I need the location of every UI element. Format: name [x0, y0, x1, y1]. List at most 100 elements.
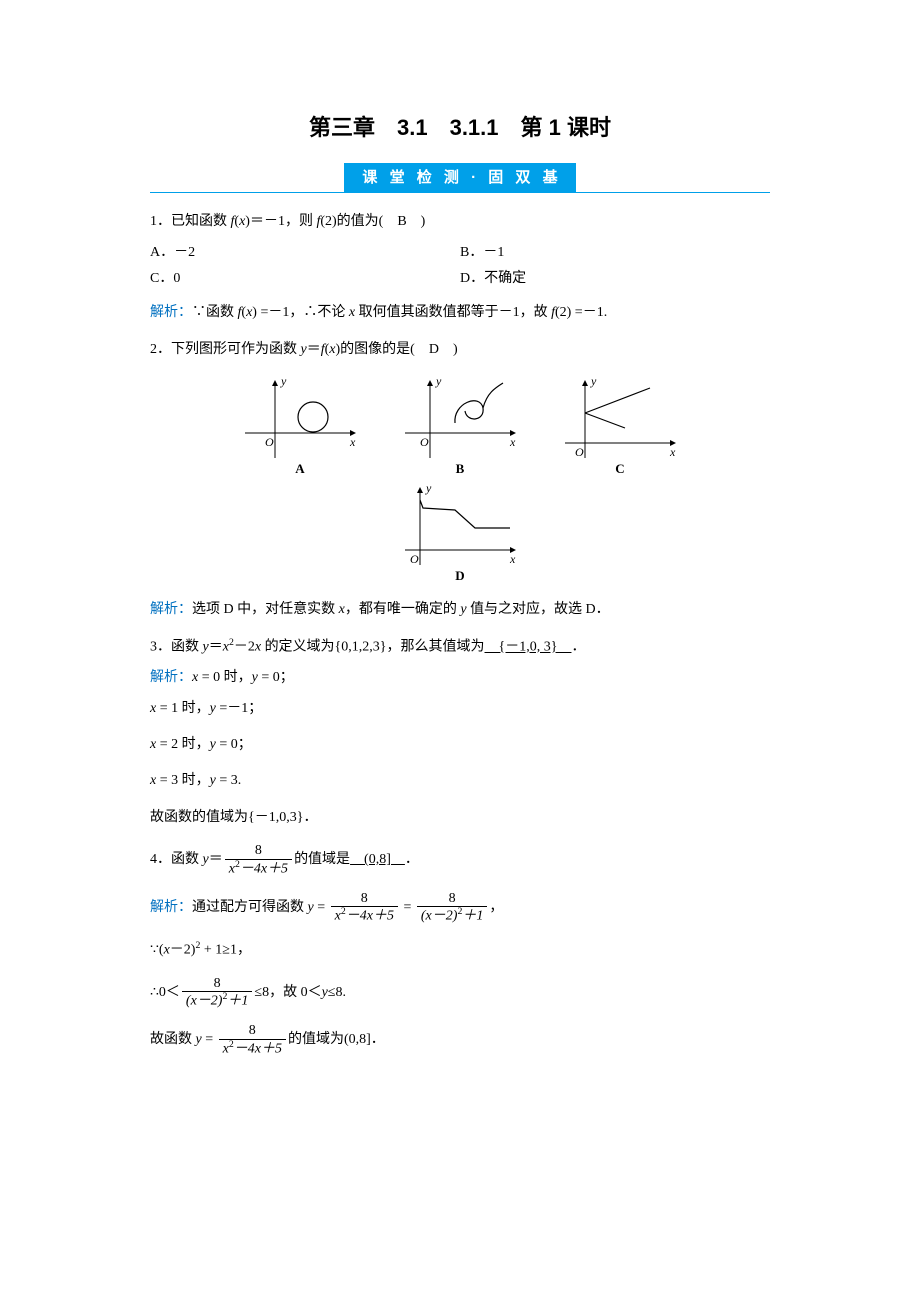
q1-optC: C．0	[150, 268, 460, 290]
var-x: x	[239, 214, 245, 229]
txt: －2)	[170, 943, 196, 958]
var-y: y	[308, 900, 314, 915]
svg-text:O: O	[420, 435, 429, 449]
svg-text:y: y	[425, 481, 432, 495]
var-x: x	[246, 305, 252, 320]
q1-optA: A．－2	[150, 242, 460, 264]
txt: = 1 时，	[156, 701, 209, 716]
txt: = 3 时，	[156, 773, 209, 788]
var-y: y	[203, 852, 209, 867]
svg-text:x: x	[509, 552, 516, 566]
period: ．	[405, 852, 419, 867]
q3-answer: {－1,0, 3}	[485, 640, 572, 655]
q3-jiexi-0: 解析：x = 0 时，y = 0；	[150, 667, 770, 689]
txt: = 0 时，	[198, 670, 251, 685]
jiexi-label: 解析：	[150, 670, 192, 685]
fraction: 8x2－4x＋5	[331, 891, 398, 924]
fraction: 8(x－2)2＋1	[417, 891, 487, 924]
txt: ∵(	[150, 943, 164, 958]
q1-post: (2)的值为(	[320, 214, 397, 229]
q4-answer: (0,8]	[350, 852, 405, 867]
svg-text:O: O	[265, 435, 274, 449]
q1-mid: ＝－1，则	[250, 214, 317, 229]
frac-den: (x－2)2＋1	[417, 907, 487, 924]
frac-num: 8	[182, 976, 252, 992]
var-y: y	[196, 1032, 202, 1047]
period: ．	[571, 640, 585, 655]
section-banner: 课 堂 检 测 · 固 双 基	[150, 163, 770, 193]
txt: = 0；	[216, 737, 252, 752]
fraction: 8(x－2)2＋1	[182, 976, 252, 1009]
jiexi-text: 选项 D 中，对任意实数	[192, 602, 339, 617]
graph-B: O x y B	[380, 373, 540, 480]
banner-label: 课 堂 检 测 · 固 双 基	[344, 163, 575, 193]
graph-B-label: B	[380, 459, 540, 480]
q2-post: 的图像的是(	[340, 342, 429, 357]
svg-text:x: x	[349, 435, 356, 449]
txt: = 3.	[216, 773, 241, 788]
page-title: 第三章 3.1 3.1.1 第 1 课时	[150, 110, 770, 145]
q4-jiexi-1: 解析：通过配方可得函数 y = 8x2－4x＋5 = 8(x－2)2＋1，	[150, 891, 770, 924]
txt: + 1≥1，	[200, 943, 251, 958]
q1-jiexi: 解析：∵函数 f(x) =－1，∴不论 x 取何值其函数值都等于－1，故 f(2…	[150, 302, 770, 324]
fraction: 8x2－4x＋5	[225, 843, 292, 876]
txt: =－1；	[216, 701, 262, 716]
q1-answer: B	[397, 214, 406, 229]
frac-num: 8	[417, 891, 487, 907]
q3-jiexi-1: x = 1 时，y =－1；	[150, 698, 770, 720]
q1-optD: D．不确定	[460, 268, 770, 290]
graph-C-label: C	[540, 459, 700, 480]
jiexi-text: 取何值其函数值都等于－1，故	[355, 305, 551, 320]
q2-graphs: O x y A O x y B O x y C	[150, 373, 770, 587]
q1-text: 1．已知函数	[150, 214, 231, 229]
svg-text:x: x	[669, 445, 676, 459]
graph-D: O x y D	[380, 480, 540, 587]
q1-optB: B．－1	[460, 242, 770, 264]
q3-conclusion: 故函数的值域为{－1,0,3}．	[150, 807, 770, 829]
q3-stem: 3．函数 y＝x2－2x 的定义域为{0,1,2,3}，那么其值域为 {－1,0…	[150, 635, 770, 659]
eq: ＝	[209, 640, 223, 655]
txt: ∴0＜	[150, 985, 180, 1000]
q4-jiexi-2: ∵(x－2)2 + 1≥1，	[150, 938, 770, 962]
svg-text:y: y	[590, 374, 597, 388]
jiexi-label: 解析：	[150, 305, 192, 320]
jiexi-text: 值与之对应，故选 D．	[467, 602, 610, 617]
fn-f: f	[231, 214, 235, 229]
fn-f: f	[321, 342, 325, 357]
q2-answer: D	[429, 342, 439, 357]
svg-text:y: y	[435, 374, 442, 388]
q2-stem: 2．下列图形可作为函数 y＝f(x)的图像的是( D )	[150, 339, 770, 361]
q1-stem: 1．已知函数 f(x)＝－1，则 f(2)的值为( B )	[150, 211, 770, 233]
var-x: x	[329, 342, 335, 357]
jiexi-text: ∵函数	[192, 305, 238, 320]
graph-A: O x y A	[220, 373, 380, 480]
frac-num: 8	[219, 1023, 286, 1039]
txt: = 0；	[258, 670, 294, 685]
txt: = 2 时，	[156, 737, 209, 752]
fraction: 8x2－4x＋5	[219, 1023, 286, 1056]
svg-text:O: O	[410, 552, 419, 566]
frac-num: 8	[331, 891, 398, 907]
frac-den: x2－4x＋5	[331, 907, 398, 924]
fn-f: f	[238, 305, 242, 320]
q2-close: )	[439, 342, 458, 357]
svg-text:y: y	[280, 374, 287, 388]
svg-text:x: x	[509, 435, 516, 449]
q3-jiexi-3: x = 3 时，y = 3.	[150, 770, 770, 792]
txt: ≤8，故 0＜	[254, 985, 321, 1000]
frac-den: x2－4x＋5	[225, 860, 292, 877]
txt: ≤8.	[328, 985, 346, 1000]
banner-line-right	[576, 192, 770, 193]
svg-text:O: O	[575, 445, 584, 459]
txt: 通过配方可得函数	[192, 900, 308, 915]
jiexi-label: 解析：	[150, 900, 192, 915]
q4-jiexi-3: ∴0＜8(x－2)2＋1≤8，故 0＜y≤8.	[150, 976, 770, 1009]
jiexi-text: ，都有唯一确定的	[345, 602, 461, 617]
jiexi-text: (2) =－1.	[555, 305, 607, 320]
q3-text: 3．函数	[150, 640, 203, 655]
q3-post: －2	[234, 640, 255, 655]
q2-jiexi: 解析：选项 D 中，对任意实数 x，都有唯一确定的 y 值与之对应，故选 D．	[150, 599, 770, 621]
eq: ＝	[307, 342, 321, 357]
q4-conclusion: 故函数 y = 8x2－4x＋5的值域为(0,8]．	[150, 1023, 770, 1056]
txt: 故函数	[150, 1032, 196, 1047]
